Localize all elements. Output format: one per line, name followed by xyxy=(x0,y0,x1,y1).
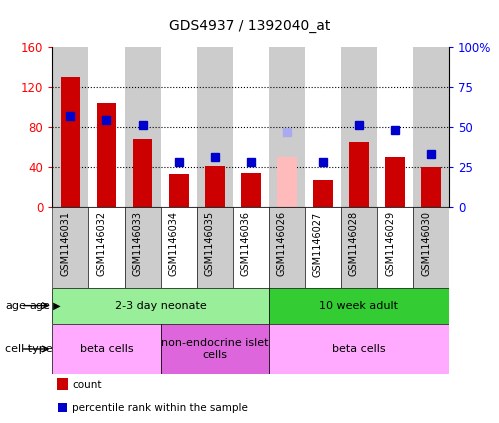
Text: beta cells: beta cells xyxy=(332,344,386,354)
Text: GSM1146034: GSM1146034 xyxy=(169,211,179,276)
Bar xyxy=(88,47,125,207)
Bar xyxy=(97,103,116,207)
Bar xyxy=(413,207,449,288)
Bar xyxy=(169,174,189,207)
Bar xyxy=(133,139,153,207)
Bar xyxy=(233,207,269,288)
Text: age: age xyxy=(29,301,50,310)
Bar xyxy=(60,77,80,207)
Text: beta cells: beta cells xyxy=(80,344,133,354)
Bar xyxy=(413,47,449,207)
Bar xyxy=(269,324,449,374)
Bar xyxy=(277,157,297,207)
Bar xyxy=(161,207,197,288)
Text: GSM1146029: GSM1146029 xyxy=(385,211,395,276)
Text: GSM1146028: GSM1146028 xyxy=(349,211,359,276)
Bar xyxy=(421,167,441,207)
Text: age: age xyxy=(5,301,26,310)
Bar xyxy=(205,166,225,207)
Bar xyxy=(52,47,88,207)
Bar xyxy=(349,142,369,207)
Bar xyxy=(161,324,269,374)
Bar xyxy=(52,207,88,288)
Text: count: count xyxy=(72,380,102,390)
Bar xyxy=(52,288,269,324)
Text: cell type: cell type xyxy=(5,344,52,354)
Bar xyxy=(197,207,233,288)
Text: GSM1146033: GSM1146033 xyxy=(133,211,143,276)
Bar xyxy=(341,207,377,288)
Text: GDS4937 / 1392040_at: GDS4937 / 1392040_at xyxy=(169,19,330,33)
Bar xyxy=(313,180,333,207)
Bar xyxy=(377,207,413,288)
Bar xyxy=(377,47,413,207)
Text: GSM1146035: GSM1146035 xyxy=(205,211,215,276)
Bar xyxy=(241,173,260,207)
Text: 10 week adult: 10 week adult xyxy=(319,301,398,310)
Bar xyxy=(125,47,161,207)
Text: ▶: ▶ xyxy=(50,301,60,310)
Bar xyxy=(125,207,161,288)
Bar xyxy=(385,157,405,207)
Bar xyxy=(52,324,161,374)
Bar xyxy=(269,288,449,324)
Bar xyxy=(233,47,269,207)
Text: GSM1146030: GSM1146030 xyxy=(421,211,431,276)
Bar xyxy=(341,47,377,207)
Bar xyxy=(197,47,233,207)
Bar xyxy=(305,207,341,288)
Bar xyxy=(305,47,341,207)
Bar xyxy=(88,207,125,288)
Text: GSM1146036: GSM1146036 xyxy=(241,211,250,276)
Text: non-endocrine islet
cells: non-endocrine islet cells xyxy=(161,338,268,360)
Bar xyxy=(269,207,305,288)
Text: GSM1146031: GSM1146031 xyxy=(60,211,70,276)
Text: 2-3 day neonate: 2-3 day neonate xyxy=(115,301,207,310)
Text: GSM1146026: GSM1146026 xyxy=(277,211,287,276)
Text: GSM1146032: GSM1146032 xyxy=(96,211,106,276)
Bar xyxy=(269,47,305,207)
Bar xyxy=(161,47,197,207)
Text: GSM1146027: GSM1146027 xyxy=(313,211,323,277)
Text: percentile rank within the sample: percentile rank within the sample xyxy=(72,403,248,413)
